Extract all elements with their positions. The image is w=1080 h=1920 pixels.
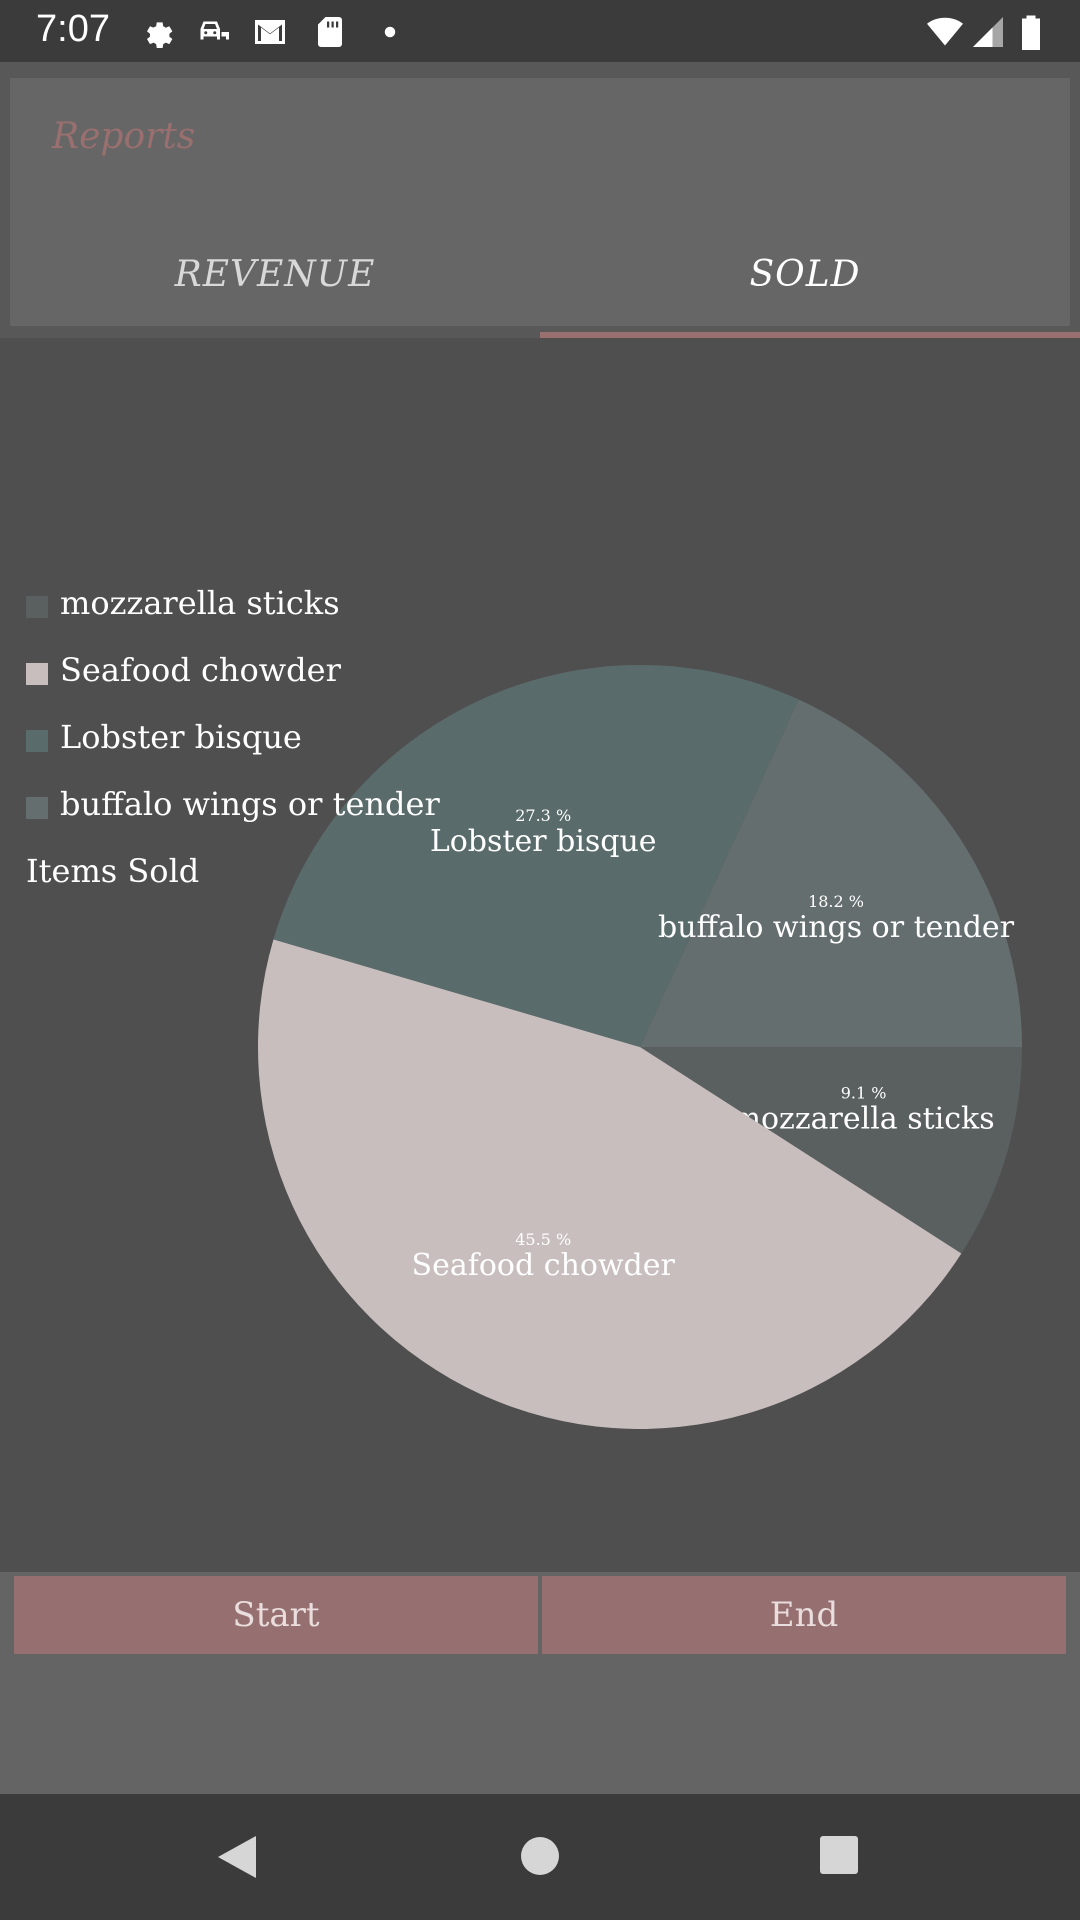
- pie-slice[interactable]: [640, 699, 1022, 1047]
- page-title: Reports: [52, 116, 196, 157]
- back-icon[interactable]: [216, 1834, 260, 1880]
- gear-icon: [147, 22, 173, 49]
- tab-indicator: [540, 332, 1080, 338]
- legend-swatch: [26, 596, 48, 618]
- mail-icon: [255, 20, 285, 44]
- chart-description: Items Sold: [26, 852, 200, 890]
- slice-name-label: mozzarella sticks: [733, 1102, 995, 1137]
- legend-label: Seafood chowder: [60, 651, 341, 689]
- app-bar: Reports REVENUE SOLD: [10, 78, 1070, 326]
- recents-icon[interactable]: [818, 1834, 860, 1876]
- slice-percent-label: 9.1 %: [841, 1084, 887, 1103]
- dot-icon: [384, 26, 396, 38]
- legend-swatch: [26, 663, 48, 685]
- slice-percent-label: 27.3 %: [515, 806, 571, 825]
- tab-revenue[interactable]: REVENUE: [174, 254, 376, 295]
- battery-icon: [1022, 15, 1040, 50]
- slice-percent-label: 18.2 %: [808, 892, 864, 911]
- legend-swatch: [26, 797, 48, 819]
- signal-icon: [973, 17, 1003, 47]
- navigation-bar: [0, 1794, 1080, 1920]
- home-icon[interactable]: [518, 1834, 562, 1878]
- slice-percent-label: 45.5 %: [515, 1230, 571, 1249]
- tab-sold[interactable]: SOLD: [749, 254, 861, 295]
- slice-name-label: buffalo wings or tender: [658, 910, 1015, 945]
- status-bar: 7:07: [0, 0, 1080, 62]
- pie-slice[interactable]: [273, 665, 799, 1047]
- legend-label: buffalo wings or tender: [60, 785, 440, 823]
- slice-name-label: Lobster bisque: [430, 824, 657, 859]
- car-icon: [200, 21, 229, 40]
- legend-label: mozzarella sticks: [60, 584, 340, 622]
- end-button[interactable]: End: [542, 1576, 1066, 1654]
- pie-slice[interactable]: [640, 1047, 1022, 1254]
- legend-swatch: [26, 730, 48, 752]
- wifi-icon: [927, 17, 963, 46]
- start-button[interactable]: Start: [14, 1576, 538, 1654]
- sd-card-icon: [318, 17, 342, 47]
- pie-slice[interactable]: [258, 939, 962, 1429]
- slice-name-label: Seafood chowder: [412, 1248, 676, 1283]
- legend-label: Lobster bisque: [60, 718, 302, 756]
- status-time: 7:07: [36, 8, 110, 50]
